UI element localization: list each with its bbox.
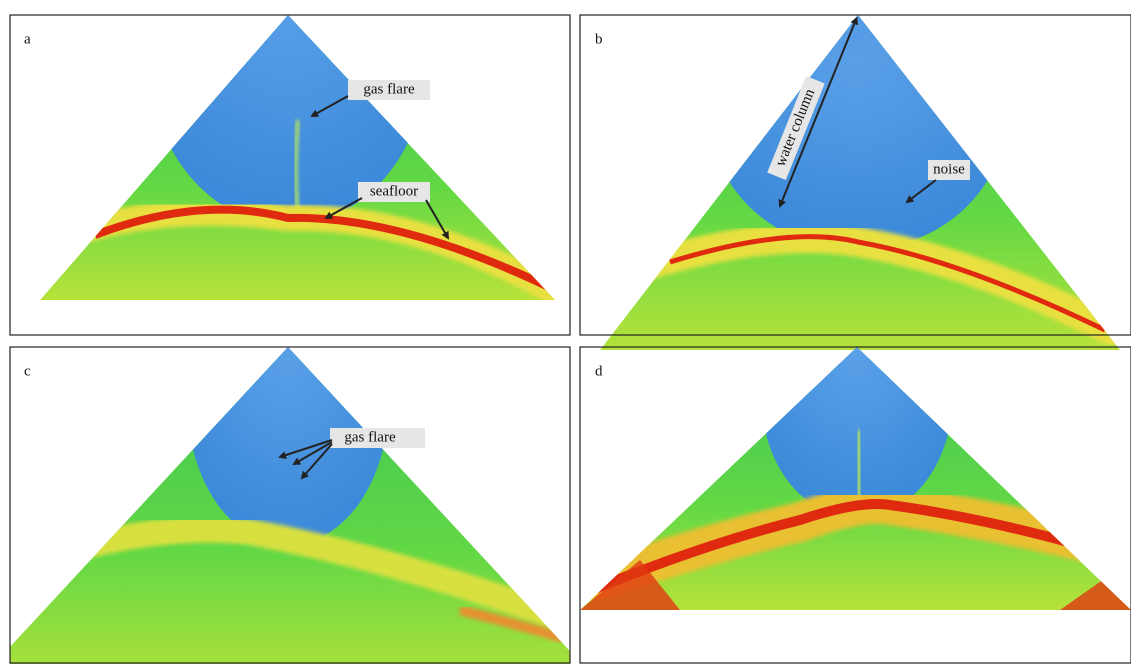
panel-a: a gas flare seafloor — [10, 0, 570, 335]
panel-label: a — [24, 31, 31, 47]
panel-label: b — [595, 31, 603, 47]
annotation: seafloor — [370, 183, 418, 199]
panel-label: c — [24, 363, 31, 379]
panel-b: b water column noise — [580, 0, 1131, 350]
sonar-image — [0, 265, 606, 664]
figure: a gas flare seafloor b water column nois… — [0, 0, 1131, 664]
sonar-image — [40, 0, 560, 300]
panel-c: c gas flare — [0, 265, 606, 664]
annotation: gas flare — [344, 429, 396, 445]
panel-label: d — [595, 363, 603, 379]
sonar-image — [600, 0, 1120, 350]
annotation: noise — [933, 161, 965, 177]
annotation: gas flare — [363, 81, 415, 97]
